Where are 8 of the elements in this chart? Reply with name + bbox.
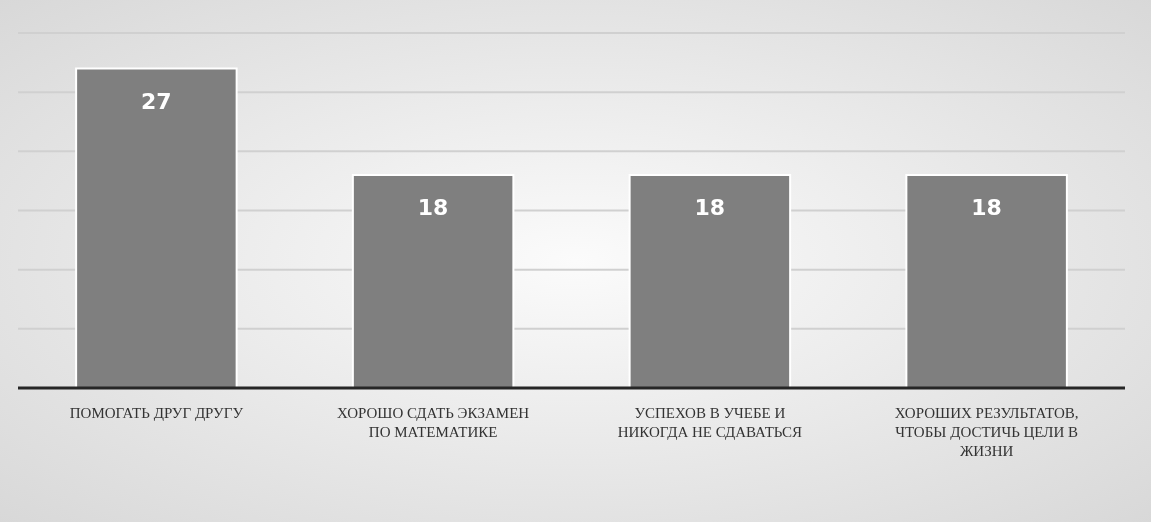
data-label: 27 bbox=[141, 88, 172, 114]
data-label: 18 bbox=[694, 195, 726, 220]
x-tick-label: УСПЕХОВ В УЧЕБЕ И НИКОГДА НЕ СДАВАТЬСЯ bbox=[617, 405, 803, 440]
data-label: 18 bbox=[417, 195, 449, 220]
data-label: 18 bbox=[971, 195, 1002, 220]
x-tick-label: ХОРОШИХ РЕЗУЛЬТАТОВ, ЧТОБЫ ДОСТИЧЬ ЦЕЛИ В ЖИЗНИ bbox=[894, 405, 1079, 459]
x-tick-label: ХОРОШО СДАТЬ ЭКЗАМЕН ПО МАТЕМАТИКЕ bbox=[337, 405, 530, 440]
x-tick-label: ПОМОГАТЬ ДРУГ ДРУГУ bbox=[69, 405, 244, 421]
